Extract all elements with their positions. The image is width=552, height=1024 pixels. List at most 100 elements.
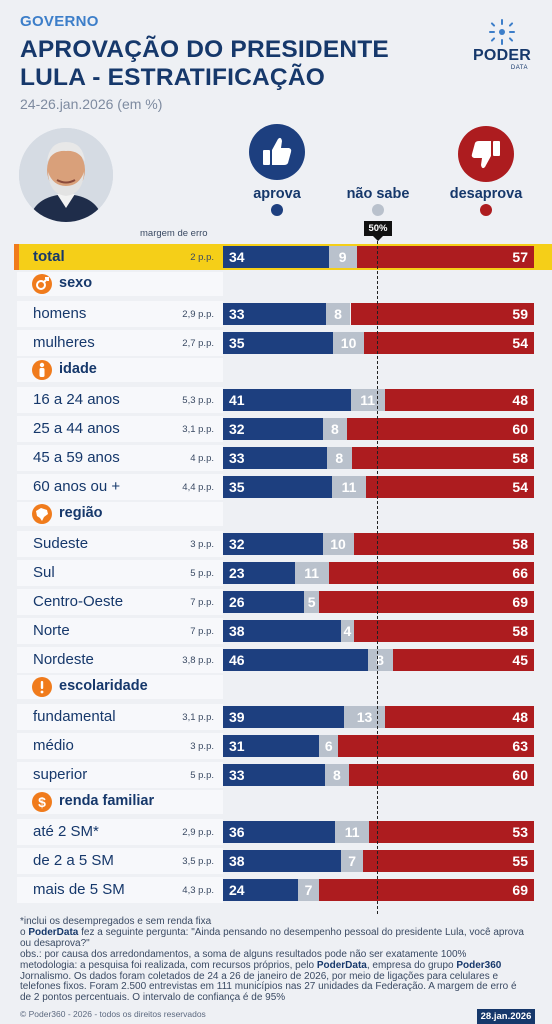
row-label-bg (17, 330, 223, 356)
thumbs-up-icon (263, 137, 292, 165)
unknown-bar: 4 (341, 620, 354, 642)
chart-row: 16 a 24 anos 5,3 p.p. 41 11 48 (0, 386, 552, 414)
row-label: Sudeste (33, 535, 89, 552)
unknown-bar: 5 (303, 591, 320, 613)
row-margin-of-error: 2,9 p.p. (182, 309, 214, 320)
title-line-2: LULA - ESTRATIFICAÇÃO (20, 64, 325, 91)
footnote-obs: obs.: por causa dos arredondamentos, a s… (20, 949, 467, 960)
unknown-bar: 8 (325, 303, 351, 325)
row-margin-of-error: 3,8 p.p. (182, 655, 214, 666)
disapprove-bar: 48 (384, 389, 534, 411)
chart-row: de 2 a 5 SM 3,5 p.p. 38 7 55 (0, 847, 552, 875)
section-label: escolaridade (59, 678, 148, 694)
row-margin-of-error: 5,3 p.p. (182, 395, 214, 406)
section-header: escolaridade (0, 675, 552, 699)
chart-row: mulheres 2,7 p.p. 35 10 54 (0, 329, 552, 357)
row-label-bg (17, 647, 223, 673)
approve-bar: 34 (223, 246, 329, 268)
unknown-bar: 8 (367, 649, 393, 671)
chart-row: fundamental 3,1 p.p. 39 13 48 (0, 703, 552, 731)
row-label-bg (17, 301, 223, 327)
row-label-bg (17, 877, 223, 903)
footnote-methodology: metodologia: a pesquisa foi realizada, c… (20, 960, 517, 1003)
disapprove-bar: 60 (347, 418, 534, 440)
legend-approve-dot (271, 204, 283, 216)
chart-row: superior 5 p.p. 33 8 60 (0, 761, 552, 789)
row-label-bg (17, 416, 223, 442)
row-label: até 2 SM* (33, 823, 99, 840)
row-label: mulheres (33, 334, 95, 351)
row-label: 45 a 59 anos (33, 449, 120, 466)
footnote-question: o PoderData fez a seguinte pergunta: "Ai… (20, 927, 524, 949)
row-margin-of-error: 2,7 p.p. (182, 338, 214, 349)
row-margin-of-error: 2 p.p. (190, 252, 214, 263)
disapprove-bar: 66 (328, 562, 534, 584)
legend-unknown-dot (372, 204, 384, 216)
disapprove-bar: 63 (338, 735, 534, 757)
row-label: homens (33, 305, 87, 322)
unknown-bar: 13 (344, 706, 385, 728)
row-label-bg (17, 762, 223, 788)
approve-bar: 26 (223, 591, 304, 613)
row-label: 25 a 44 anos (33, 420, 120, 437)
margin-of-error-header: margem de erro (140, 228, 208, 239)
highlight-marker (14, 244, 19, 270)
row-label: fundamental (33, 708, 116, 725)
row-label: de 2 a 5 SM (33, 852, 114, 869)
approve-bar: 33 (223, 447, 327, 469)
row-label: 16 a 24 anos (33, 391, 120, 408)
row-margin-of-error: 5 p.p. (190, 770, 214, 781)
title-line-1: APROVAÇÃO DO PRESIDENTE (20, 36, 389, 63)
disapprove-bar: 54 (364, 332, 534, 354)
approve-bar: 32 (223, 533, 323, 555)
footnote-note: *inclui os desempregados e sem renda fix… (20, 916, 212, 927)
row-label: total (33, 248, 65, 265)
row-label-bg (17, 733, 223, 759)
row-margin-of-error: 3,1 p.p. (182, 712, 214, 723)
unknown-bar: 11 (350, 389, 385, 411)
row-label-bg (17, 560, 223, 586)
row-margin-of-error: 4,4 p.p. (182, 482, 214, 493)
approve-bar: 31 (223, 735, 320, 757)
approve-bar: 38 (223, 850, 342, 872)
disapprove-bar: 45 (392, 649, 534, 671)
section-header: $ renda familiar (0, 790, 552, 814)
chart-row: 60 anos ou + 4,4 p.p. 35 11 54 (0, 473, 552, 501)
section-label: sexo (59, 275, 93, 291)
approve-bar: 33 (223, 764, 325, 786)
approve-bar: 32 (223, 418, 323, 440)
unknown-bar: 11 (335, 821, 370, 843)
row-label: Norte (33, 622, 70, 639)
chart-row: total 2 p.p. 34 9 57 (0, 243, 552, 271)
unknown-bar: 10 (332, 332, 365, 354)
row-margin-of-error: 3 p.p. (190, 539, 214, 550)
row-label-bg (17, 819, 223, 845)
row-label: Sul (33, 564, 55, 581)
chart-row: até 2 SM* 2,9 p.p. 36 11 53 (0, 818, 552, 846)
row-label-bg (17, 704, 223, 730)
approve-bar: 35 (223, 476, 332, 498)
subtitle: 24-26.jan.2026 (em %) (20, 96, 163, 112)
row-label-bg (17, 387, 223, 413)
section-header: sexo (0, 272, 552, 296)
chart-row: homens 2,9 p.p. 33 8 59 (0, 300, 552, 328)
legend-approve-label: aprova (253, 186, 301, 202)
logo-word: PODER (473, 47, 531, 64)
fifty-percent-pointer (373, 236, 383, 241)
chart-row: Sul 5 p.p. 23 11 66 (0, 559, 552, 587)
row-label: médio (33, 737, 74, 754)
approve-bar: 23 (223, 562, 295, 584)
disapprove-legend-circle (458, 126, 514, 182)
section-label: idade (59, 361, 97, 377)
chart-row: Centro-Oeste 7 p.p. 26 5 69 (0, 588, 552, 616)
brazil-map-icon (32, 504, 52, 524)
president-photo (19, 128, 113, 222)
row-margin-of-error: 3 p.p. (190, 741, 214, 752)
approve-bar: 41 (223, 389, 351, 411)
disapprove-bar: 69 (319, 879, 534, 901)
row-label: Centro-Oeste (33, 593, 124, 610)
row-margin-of-error: 3,1 p.p. (182, 424, 214, 435)
chart-row: Sudeste 3 p.p. 32 10 58 (0, 530, 552, 558)
row-label-bg (17, 589, 223, 615)
